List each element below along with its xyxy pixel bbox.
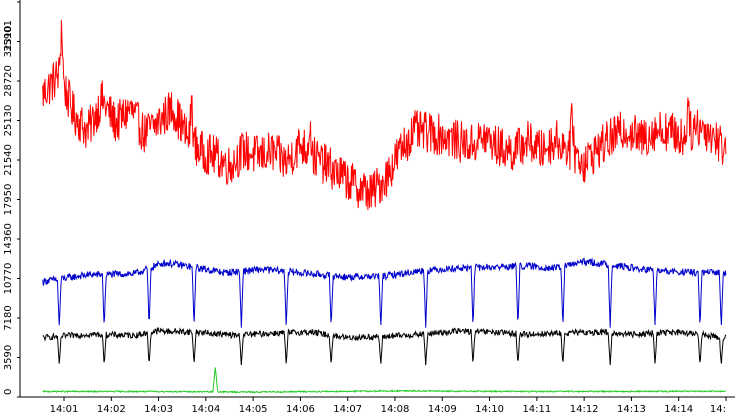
x-tick-label: 14:12 xyxy=(570,404,599,415)
x-tick-label: 14:03 xyxy=(144,404,173,415)
x-tick-label: 14:08 xyxy=(381,404,410,415)
plot-area xyxy=(42,20,727,394)
x-tick-label: 14:01 xyxy=(50,404,79,415)
x-tick-label: 14:13 xyxy=(617,404,646,415)
y-tick-label: 35901 xyxy=(3,20,14,52)
y-tick-label: 14360 xyxy=(3,223,14,255)
x-tick-label: 14:02 xyxy=(97,404,126,415)
y-tick-label: 17950 xyxy=(3,184,14,216)
series-line-blue xyxy=(42,257,727,328)
series-line-black xyxy=(42,326,727,366)
y-tick-label: 28720 xyxy=(3,65,14,97)
y-tick-label: 10770 xyxy=(3,263,14,295)
x-tick-label: 14:04 xyxy=(191,404,220,415)
y-axis: 0 3590 7180 10770 14360 17950 21540 25130 28720 3… xyxy=(3,0,21,398)
x-tick-label: 14:14 xyxy=(664,404,693,415)
y-tick-label: 32310 xyxy=(3,26,14,58)
x-tick-label: 14:09 xyxy=(428,404,457,415)
y-tick-label: 7180 xyxy=(3,305,14,330)
y-tick-label: 0 xyxy=(3,389,14,395)
y-tick-label: 3590 xyxy=(3,345,14,370)
y-tick-label: 25130 xyxy=(3,105,14,137)
series-line-green xyxy=(42,367,727,394)
x-tick-label: 14:05 xyxy=(239,404,268,415)
x-axis: 14:01 14:02 14:03 14:04 14:05 14:06 14:07 14:08… xyxy=(20,396,735,415)
x-tick-label: 14:10 xyxy=(475,404,504,415)
series-line-red xyxy=(42,20,727,211)
x-tick-label: 14:07 xyxy=(333,404,362,415)
x-tick-label: 14: xyxy=(710,404,726,415)
x-tick-label: 14:06 xyxy=(286,404,315,415)
x-tick-label: 14:11 xyxy=(522,404,551,415)
y-tick-label: 21540 xyxy=(3,144,14,176)
